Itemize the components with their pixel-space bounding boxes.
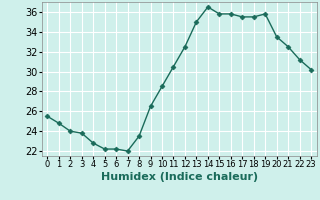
X-axis label: Humidex (Indice chaleur): Humidex (Indice chaleur)	[100, 172, 258, 182]
